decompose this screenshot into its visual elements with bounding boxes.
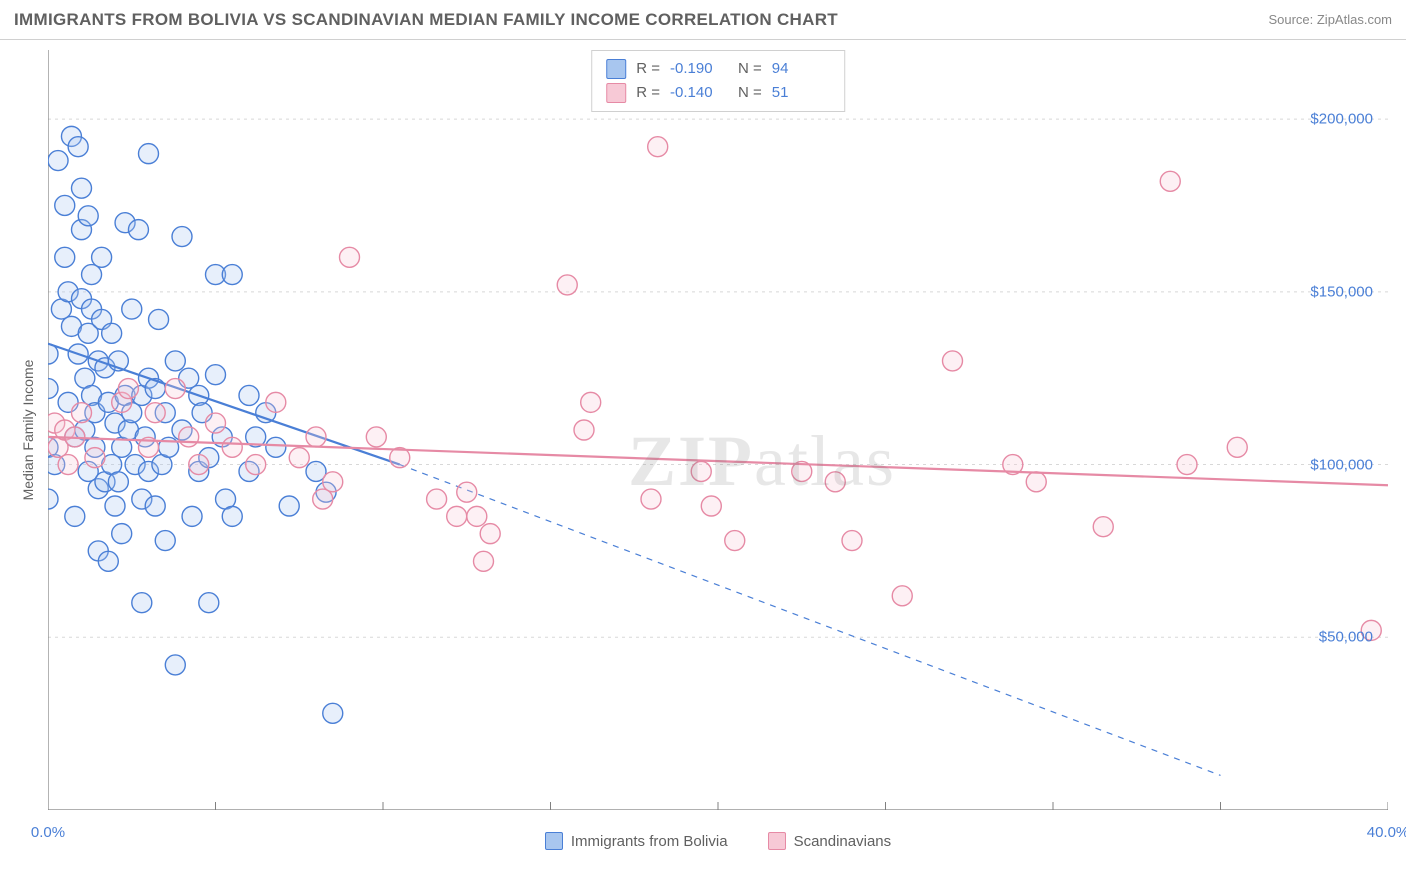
y-tick-label: $200,000 (1310, 111, 1373, 128)
chart-area: Median Family Income ZIPatlas R = -0.190… (48, 50, 1388, 810)
stats-row-scandinavian: R = -0.140 N = 51 (606, 81, 830, 105)
x-tick-label: 0.0% (31, 824, 65, 841)
r-label: R = (636, 57, 660, 81)
chart-title: IMMIGRANTS FROM BOLIVIA VS SCANDINAVIAN … (14, 10, 838, 30)
legend-item-bolivia: Immigrants from Bolivia (545, 832, 728, 850)
r-label: R = (636, 81, 660, 105)
y-tick-label: $100,000 (1310, 456, 1373, 473)
legend-item-scandinavian: Scandinavians (768, 832, 892, 850)
legend-bottom: Immigrants from Bolivia Scandinavians (48, 832, 1388, 850)
legend-label-scandinavian: Scandinavians (794, 833, 892, 850)
n-label: N = (738, 81, 762, 105)
swatch-scandinavian-icon (768, 832, 786, 850)
swatch-bolivia (606, 59, 626, 79)
n-label: N = (738, 57, 762, 81)
swatch-bolivia-icon (545, 832, 563, 850)
legend-label-bolivia: Immigrants from Bolivia (571, 833, 728, 850)
chart-header: IMMIGRANTS FROM BOLIVIA VS SCANDINAVIAN … (0, 0, 1406, 40)
r-value-scandinavian: -0.140 (670, 81, 728, 105)
scatter-plot (48, 50, 1388, 810)
x-tick-label: 40.0% (1367, 824, 1406, 841)
stats-legend: R = -0.190 N = 94 R = -0.140 N = 51 (591, 50, 845, 112)
swatch-scandinavian (606, 83, 626, 103)
y-axis-title: Median Family Income (20, 360, 36, 501)
n-value-bolivia: 94 (772, 57, 830, 81)
stats-row-bolivia: R = -0.190 N = 94 (606, 57, 830, 81)
y-tick-label: $150,000 (1310, 283, 1373, 300)
r-value-bolivia: -0.190 (670, 57, 728, 81)
y-tick-label: $50,000 (1319, 629, 1373, 646)
n-value-scandinavian: 51 (772, 81, 830, 105)
chart-source: Source: ZipAtlas.com (1268, 12, 1392, 27)
